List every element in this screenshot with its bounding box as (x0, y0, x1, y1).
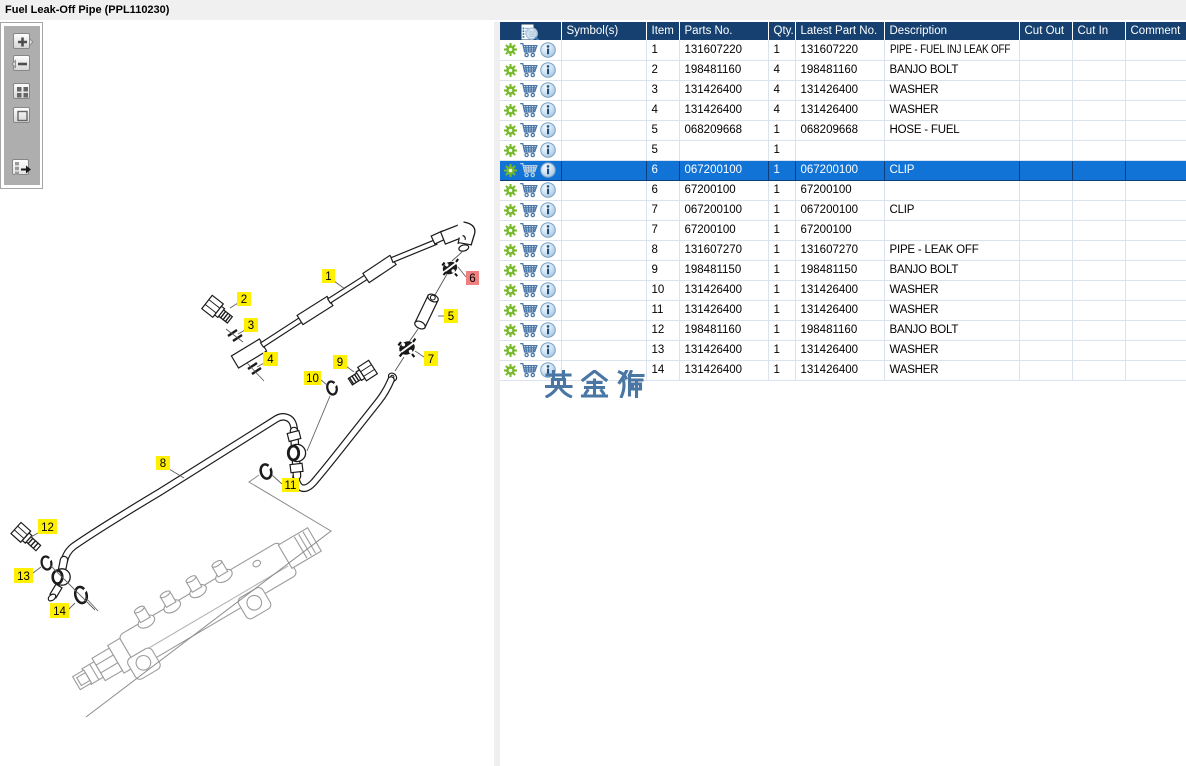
svg-text:14: 14 (53, 606, 66, 618)
svg-text:10: 10 (306, 373, 319, 385)
svg-text:12: 12 (41, 522, 54, 534)
svg-text:1: 1 (325, 271, 331, 283)
svg-text:3: 3 (248, 320, 254, 332)
svg-text:2: 2 (241, 294, 247, 306)
svg-text:9: 9 (337, 357, 343, 369)
svg-text:11: 11 (285, 480, 297, 492)
svg-text:13: 13 (17, 571, 30, 583)
svg-text:5: 5 (448, 311, 454, 323)
svg-text:7: 7 (428, 354, 434, 366)
svg-text:6: 6 (469, 273, 475, 285)
svg-text:8: 8 (160, 458, 166, 470)
svg-text:4: 4 (267, 354, 274, 366)
